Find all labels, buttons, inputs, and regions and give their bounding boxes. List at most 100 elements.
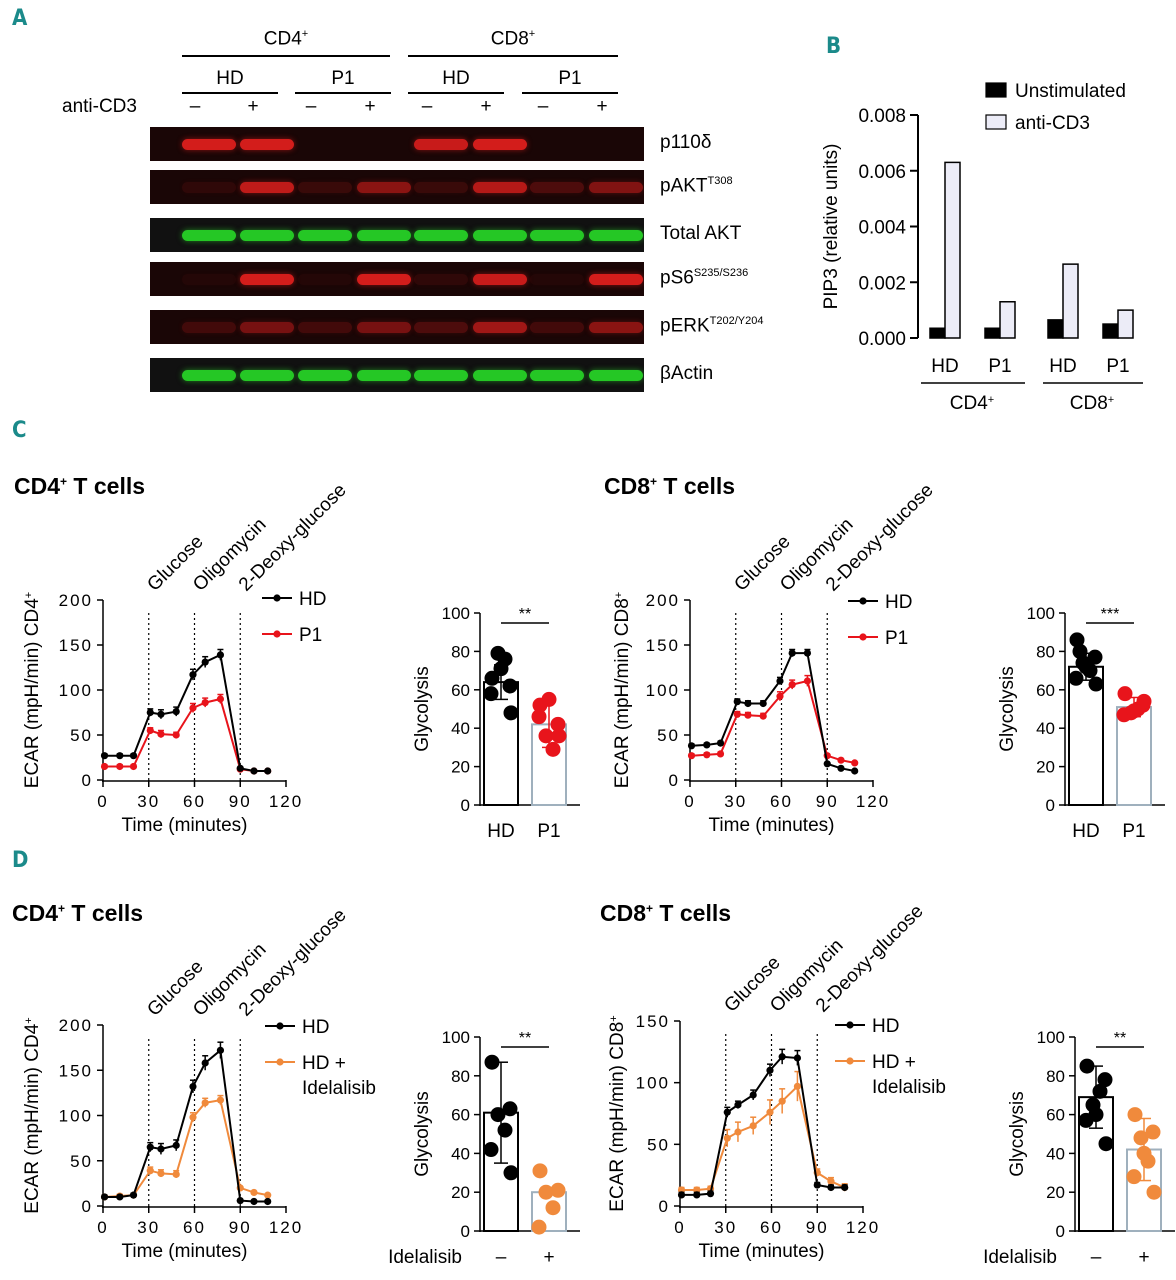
legend-label: HD (885, 592, 912, 613)
x-category-label: HD (1072, 821, 1099, 842)
data-point (545, 741, 561, 757)
legend-marker (859, 597, 867, 605)
y-tick-label: 100 (59, 1107, 93, 1126)
blot-band (357, 274, 411, 285)
y-tick-label: 200 (646, 591, 680, 610)
data-point (250, 1197, 258, 1206)
section-title-c-cd4: CD4+ T cells (14, 473, 146, 499)
legend-swatch (985, 114, 1007, 130)
x-category-label: HD (1049, 356, 1076, 377)
blot-band (414, 230, 468, 241)
data-point (851, 767, 859, 775)
x-tick-label: 30 (714, 1218, 737, 1237)
data-point (677, 1191, 686, 1199)
blot-band (240, 322, 294, 333)
legend-marker (276, 1022, 284, 1030)
data-point (788, 649, 796, 657)
data-point (1078, 659, 1094, 675)
lane-sign: + (480, 96, 492, 117)
lane-sign: – (305, 96, 317, 117)
data-point (1145, 1124, 1161, 1140)
ecar-line-chart-d-cd8: 0 50 100 150 0 30 60 90 120 Time (minutes) ECAR (m… (607, 901, 946, 1262)
y-tick-label: 60 (1046, 1106, 1065, 1125)
bar (999, 301, 1016, 339)
data-point (157, 730, 165, 738)
x-tick-label: 120 (269, 1218, 303, 1237)
y-tick-label: 60 (1036, 681, 1055, 700)
data-point (172, 1141, 180, 1149)
data-point (687, 742, 696, 750)
data-point (778, 1053, 786, 1061)
section-title-d-cd4: CD4+ T cells (12, 900, 144, 926)
blot-label: pAKTT308 (660, 175, 733, 197)
data-point (502, 1101, 518, 1117)
y-tick-label: 100 (442, 604, 470, 623)
data-point (1087, 649, 1103, 665)
blot-band (589, 182, 643, 193)
data-point (744, 699, 752, 708)
data-point (497, 1122, 513, 1138)
blot-band (473, 370, 527, 381)
data-point (483, 686, 499, 702)
data-point (129, 752, 138, 760)
y-tick-label: 0.004 (858, 218, 906, 239)
cd8-header: CD8+ (490, 28, 536, 50)
glycolysis-bar-chart-d-cd4: 0 20 40 60 80 100 Glycolysis – + Idelalisib ** (388, 1028, 580, 1268)
data-point (703, 741, 711, 749)
x-axis-label: Time (minutes) (122, 1241, 248, 1262)
legend-label: Idelalisib (872, 1077, 946, 1098)
y-tick-label: 0.008 (858, 106, 906, 127)
blot-band (530, 322, 584, 333)
lane-sign: – (189, 96, 201, 117)
data-point (532, 1163, 548, 1179)
data-point (851, 759, 859, 767)
data-point (776, 692, 784, 700)
blot-band (240, 139, 294, 150)
blot-band (530, 182, 584, 193)
y-tick-label: 0 (669, 771, 680, 790)
blot-band (414, 370, 468, 381)
glycolysis-bar-chart-c-cd8: 0 20 40 60 80 100 Glycolysis HD P1 *** (997, 604, 1165, 842)
data-point (250, 767, 258, 775)
legend-label: HD + (872, 1052, 916, 1073)
blot-band (298, 182, 352, 193)
y-axis-label: Glycolysis (1007, 1091, 1028, 1177)
y-tick-label: 80 (451, 642, 470, 661)
blot-band (240, 182, 294, 193)
y-tick-label: 0 (461, 796, 470, 815)
data-point (759, 712, 767, 720)
blot-band (473, 274, 527, 285)
y-tick-label: 100 (1027, 604, 1055, 623)
lane-sign: – (537, 96, 549, 117)
data-point (189, 704, 197, 712)
y-tick-label: 200 (59, 591, 93, 610)
data-point (778, 1097, 786, 1105)
blot-band (414, 274, 468, 285)
blot-band (240, 230, 294, 241)
data-point (723, 1134, 731, 1142)
data-point (734, 1128, 742, 1136)
blot-band (240, 370, 294, 381)
blot-band (589, 230, 643, 241)
data-point (146, 1167, 154, 1175)
data-point (531, 1219, 547, 1235)
significance-label: ** (519, 1030, 531, 1047)
cd8-header-line (408, 55, 618, 57)
lane-sign: + (364, 96, 376, 117)
blot-band (298, 322, 352, 333)
panel-letter-d: D (12, 848, 29, 873)
data-point (759, 699, 767, 708)
y-tick-label: 40 (1036, 719, 1055, 738)
x-tick-label: 120 (269, 792, 303, 811)
significance-label: ** (1114, 1030, 1126, 1047)
blot-band (589, 370, 643, 381)
data-point (744, 711, 752, 719)
y-tick-label: 80 (451, 1067, 470, 1086)
blot-band (357, 322, 411, 333)
blot-label: p110δ (660, 132, 712, 153)
x-tick-label: 0 (684, 792, 695, 811)
data-point (157, 1169, 165, 1178)
y-tick-label: 80 (1036, 642, 1055, 661)
blot-band (473, 139, 527, 150)
donor-hd-cd4: HD (216, 68, 244, 89)
